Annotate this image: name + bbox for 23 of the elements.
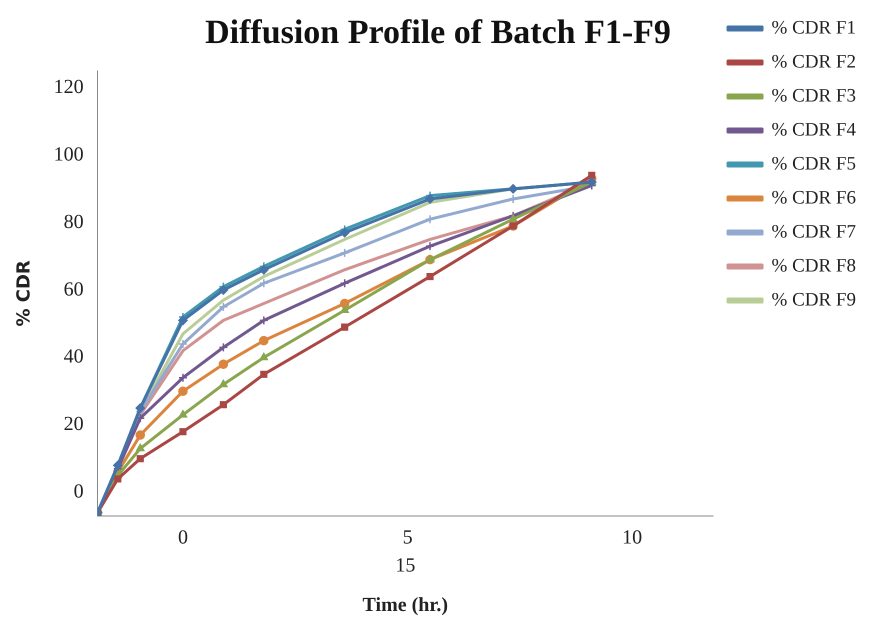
legend-label: % CDR F2 [772, 51, 856, 72]
legend-label: % CDR F4 [772, 119, 856, 140]
y-axis-title: % CDR [13, 260, 34, 327]
legend-label: % CDR F9 [772, 289, 856, 310]
legend-label: % CDR F7 [772, 221, 856, 242]
x-tick-label: 10 [622, 526, 642, 548]
y-tick-label: 20 [64, 413, 84, 436]
legend-label: % CDR F5 [772, 153, 856, 174]
y-tick-label: 100 [54, 143, 84, 166]
text: 15 [395, 554, 416, 576]
chart-title: Diffusion Profile of Batch F1-F9 [205, 14, 671, 52]
y-tick-label: 0 [74, 480, 84, 503]
y-tick-label: 120 [54, 76, 84, 98]
legend-label: % CDR F6 [772, 187, 856, 208]
legend-label: % CDR F8 [772, 255, 856, 276]
y-tick-label: 40 [64, 346, 84, 368]
x-tick-label: 0 [178, 526, 188, 548]
x-tick-label: 5 [402, 526, 413, 548]
y-tick-label: 80 [64, 210, 84, 233]
legend-label: % CDR F1 [772, 17, 856, 38]
x-axis-title: Time (hr.) [362, 594, 448, 616]
y-tick-label: 60 [64, 278, 84, 300]
legend-label: % CDR F3 [772, 85, 856, 106]
